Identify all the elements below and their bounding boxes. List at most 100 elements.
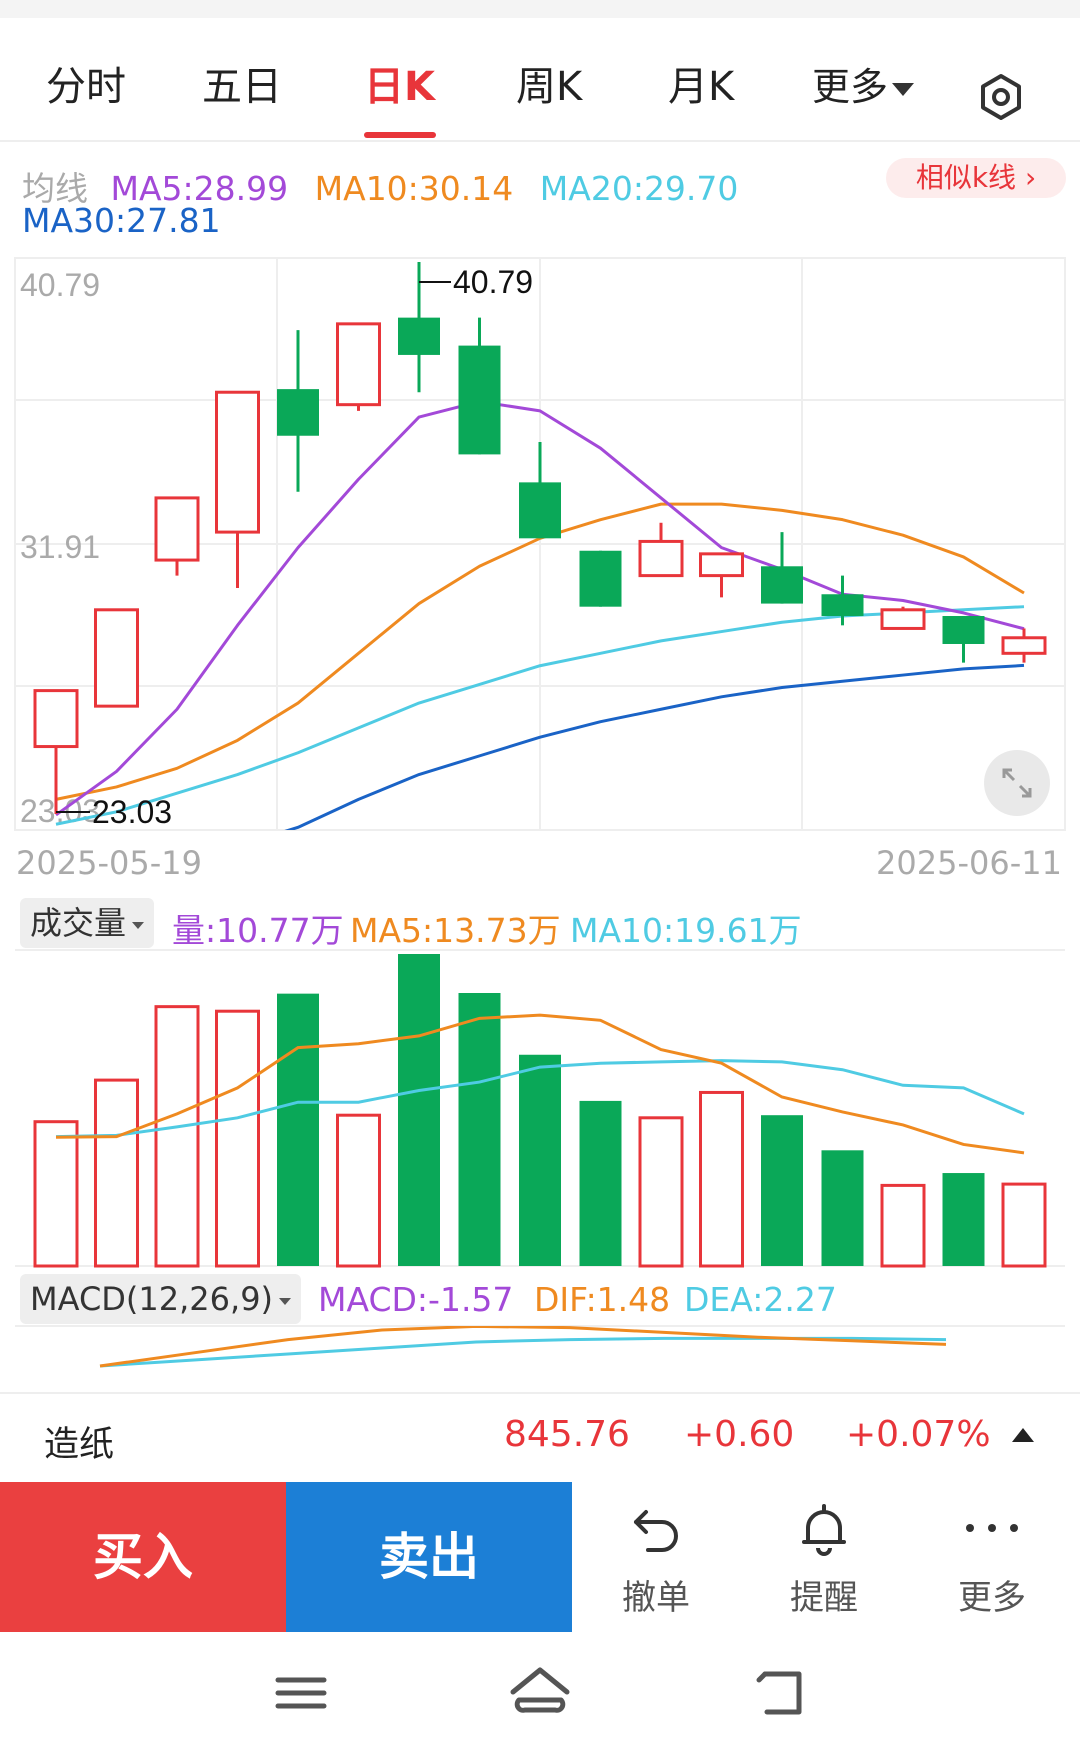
alert-button[interactable]: 提醒 bbox=[740, 1482, 908, 1632]
tab-weekly-k[interactable]: 周K bbox=[516, 64, 583, 110]
volume-bar-8 bbox=[458, 993, 501, 1266]
tab-five-day[interactable]: 五日 bbox=[202, 64, 282, 110]
active-tab-indicator bbox=[364, 132, 436, 138]
volume-ma10-value: MA10:19.61万 bbox=[570, 911, 802, 950]
candle-9 bbox=[519, 441, 561, 539]
volume-bar-13 bbox=[761, 1115, 803, 1266]
candle-body bbox=[33, 689, 79, 749]
tab-more-label: 更多 bbox=[812, 65, 889, 109]
candle-2 bbox=[94, 608, 139, 708]
similar-k-line-button[interactable]: 相似k线 › bbox=[886, 158, 1066, 198]
macd-value: MACD:-1.57 bbox=[318, 1280, 514, 1319]
candle-body bbox=[458, 345, 501, 455]
date-start: 2025-05-19 bbox=[16, 844, 202, 882]
settings-hexagon-icon[interactable] bbox=[976, 72, 1026, 122]
cancel-order-button[interactable]: 撤单 bbox=[572, 1482, 740, 1632]
candle-body bbox=[519, 482, 561, 539]
candle-body bbox=[821, 594, 864, 617]
volume-bar-10 bbox=[579, 1100, 622, 1266]
ma-legend-label: 均线 bbox=[22, 169, 88, 208]
max-price-label: 40.79 bbox=[453, 264, 533, 300]
volume-bar-12 bbox=[699, 1090, 744, 1268]
volume-bar-6 bbox=[336, 1113, 381, 1268]
volume-bar-7 bbox=[398, 954, 440, 1266]
volume-bar-4 bbox=[215, 1009, 260, 1268]
candle-body bbox=[699, 552, 744, 578]
tab-daily-k[interactable]: 日K bbox=[364, 64, 435, 110]
volume-bar-3 bbox=[154, 1005, 200, 1268]
candle-14 bbox=[821, 575, 864, 626]
candle-8 bbox=[458, 317, 501, 455]
menu-icon[interactable] bbox=[266, 1658, 336, 1728]
volume-selector-label: 成交量 bbox=[30, 904, 127, 942]
dea-value: DEA:2.27 bbox=[684, 1280, 837, 1319]
candle-body bbox=[336, 322, 381, 407]
volume-bar-14 bbox=[821, 1150, 864, 1266]
candle-body bbox=[579, 550, 622, 607]
ma-legend: 均线 MA5:28.99 MA10:30.14 MA20:29.70 bbox=[22, 162, 738, 210]
candle-10 bbox=[579, 550, 622, 607]
candle-body bbox=[277, 389, 319, 436]
min-price-marker: 23.03 bbox=[56, 794, 172, 830]
buy-button[interactable]: 买入 bbox=[0, 1482, 286, 1632]
macd-indicator-selector[interactable]: MACD(12,26,9) bbox=[20, 1274, 302, 1324]
more-dots-icon bbox=[966, 1524, 1018, 1532]
tab-intraday[interactable]: 分时 bbox=[46, 64, 126, 110]
volume-value: 量:10.77万 bbox=[172, 911, 344, 950]
tab-more[interactable]: 更多 bbox=[812, 56, 915, 111]
undo-icon bbox=[634, 1510, 678, 1552]
candle-1 bbox=[33, 689, 79, 814]
index-quote-bar[interactable]: 造纸 845.76 +0.60 +0.07% bbox=[0, 1392, 1080, 1484]
macd-lines bbox=[99, 1326, 947, 1368]
volume-bar-1 bbox=[33, 1120, 79, 1268]
candle-body bbox=[215, 390, 260, 534]
candle-16 bbox=[942, 616, 985, 663]
macd-selector-label: MACD(12,26,9) bbox=[30, 1280, 274, 1318]
ma20-value: MA20:29.70 bbox=[539, 169, 739, 208]
volume-bars bbox=[33, 954, 1047, 1268]
more-actions-button[interactable]: 更多 bbox=[908, 1482, 1076, 1632]
caret-down-icon bbox=[132, 921, 145, 929]
candle-5 bbox=[277, 330, 319, 492]
volume-ma-lines bbox=[55, 1013, 1025, 1155]
candle-body bbox=[94, 608, 139, 708]
candle-body bbox=[1001, 636, 1047, 655]
candle-body bbox=[638, 539, 684, 578]
top-status-strip bbox=[0, 0, 1080, 18]
candle-body bbox=[761, 566, 803, 604]
candle-body bbox=[398, 317, 440, 355]
candle-13 bbox=[761, 532, 803, 604]
ma10-value: MA10:30.14 bbox=[314, 169, 514, 208]
date-end: 2025-06-11 bbox=[876, 844, 1062, 882]
ma30-value: MA30:27.81 bbox=[22, 201, 221, 240]
dif-value: DIF:1.48 bbox=[534, 1280, 671, 1319]
period-tab-bar: 分时 五日 日K 周K 月K 更多 bbox=[0, 18, 1080, 142]
caret-down-icon bbox=[279, 1297, 292, 1305]
volume-ma10-line bbox=[55, 1059, 1025, 1139]
volume-bar-11 bbox=[638, 1116, 684, 1268]
candle-body bbox=[154, 496, 200, 562]
back-icon[interactable] bbox=[745, 1658, 815, 1728]
macd-dif-line bbox=[99, 1326, 947, 1368]
bell-icon bbox=[802, 1504, 846, 1556]
expand-up-arrow-icon[interactable] bbox=[1012, 1428, 1034, 1442]
volume-bar-5 bbox=[277, 993, 319, 1266]
volume-indicator-selector[interactable]: 成交量 bbox=[20, 898, 155, 948]
y-axis-mid-label: 31.91 bbox=[20, 529, 100, 565]
max-price-marker: 40.79 bbox=[419, 264, 533, 300]
index-name: 造纸 bbox=[44, 1425, 115, 1465]
more-actions-label: 更多 bbox=[958, 1578, 1026, 1618]
system-navigation-bar bbox=[0, 1632, 1080, 1754]
index-price: 845.76 bbox=[504, 1414, 630, 1455]
candle-15 bbox=[880, 606, 926, 630]
candle-12 bbox=[699, 552, 744, 598]
sell-button[interactable]: 卖出 bbox=[286, 1482, 572, 1632]
min-price-label: 23.03 bbox=[92, 794, 172, 830]
home-icon[interactable] bbox=[505, 1658, 575, 1728]
cancel-order-label: 撤单 bbox=[622, 1578, 690, 1618]
candle-7 bbox=[398, 262, 440, 393]
candle-11 bbox=[638, 522, 684, 578]
tab-monthly-k[interactable]: 月K bbox=[668, 64, 735, 110]
expand-chart-button[interactable] bbox=[984, 750, 1050, 816]
